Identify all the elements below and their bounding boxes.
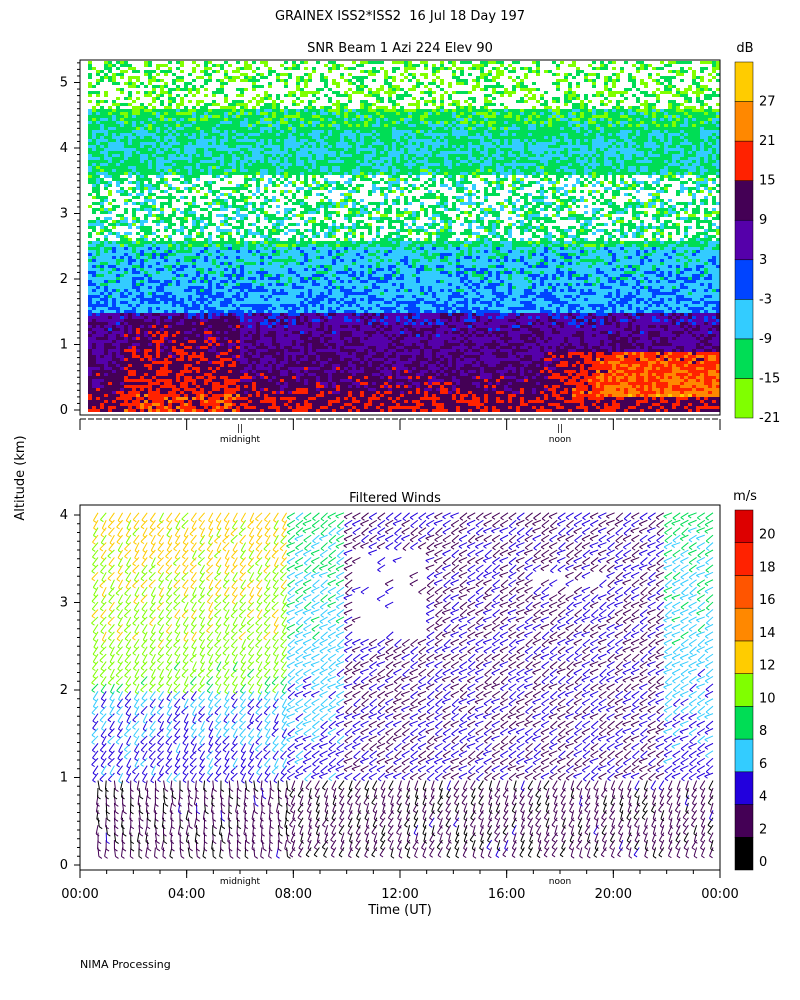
wind-x-axis: 00:00 04:00 08:00 12:00 16:00 20:00 00:00 midni… (61, 870, 739, 902)
snr-colorbar-tick: 21 (759, 134, 776, 149)
wind-x-tick-label: 12:00 (381, 887, 418, 902)
wind-panel-title: Filtered Winds (349, 491, 441, 506)
wind-marker-label: noon (549, 877, 571, 887)
wind-marker-label: midnight (220, 877, 261, 887)
footer-note: NIMA Processing (80, 958, 171, 971)
wind-colorbar-tick: 10 (759, 691, 776, 706)
wind-colorbar: 0 2 4 6 8 10 12 14 16 18 20 (734, 509, 776, 871)
wind-x-tick-label: 04:00 (168, 887, 205, 902)
snr-colorbar-tick: 3 (759, 253, 767, 268)
wind-y-tick-label: 1 (60, 771, 68, 786)
snr-colorbar-tick: -21 (759, 411, 780, 426)
wind-colorbar-tick: 18 (759, 560, 776, 575)
wind-x-tick-label: 00:00 (61, 887, 98, 902)
wind-colorbar-tick: 8 (759, 724, 767, 739)
snr-y-tick-label: 0 (60, 403, 68, 418)
wind-y-tick-label: 3 (60, 596, 68, 611)
snr-colorbar-tick: -15 (759, 371, 780, 386)
wind-colorbar-tick: 4 (759, 790, 767, 805)
snr-y-tick-label: 1 (60, 338, 68, 353)
wind-x-tick-label: 00:00 (701, 887, 738, 902)
wind-colorbar-tick: 6 (759, 757, 767, 772)
wind-x-tick-label: 08:00 (275, 887, 312, 902)
snr-y-axis: 0 1 2 3 4 5 (60, 62, 80, 418)
snr-heatmap (88, 61, 720, 412)
wind-y-tick-label: 4 (60, 508, 68, 523)
snr-colorbar-unit: dB (736, 41, 753, 56)
wind-x-tick-label: 20:00 (595, 887, 632, 902)
wind-y-tick-label: 2 (60, 683, 68, 698)
snr-colorbar: -21 -15 -9 -3 3 9 15 21 27 (734, 61, 780, 426)
snr-y-tick-label: 4 (60, 141, 68, 156)
wind-colorbar-tick: 20 (759, 528, 776, 543)
wind-colorbar-tick: 12 (759, 659, 776, 674)
x-axis-label: Time (UT) (367, 903, 432, 918)
snr-colorbar-tick: 9 (759, 213, 767, 228)
wind-colorbar-tick: 16 (759, 593, 776, 608)
wind-barbs (91, 512, 714, 859)
wind-y-tick-label: 0 (60, 858, 68, 873)
snr-panel-title: SNR Beam 1 Azi 224 Elev 90 (307, 41, 493, 56)
wind-y-axis: 0 1 2 3 4 (60, 508, 80, 873)
snr-colorbar-tick: -9 (759, 332, 772, 347)
main-title: GRAINEX ISS2*ISS2 16 Jul 18 Day 197 (275, 9, 525, 24)
snr-y-tick-label: 3 (60, 207, 68, 222)
snr-colorbar-tick: 27 (759, 95, 776, 110)
snr-plot-frame (79, 59, 721, 416)
wind-colorbar-tick: 0 (759, 855, 767, 870)
wind-x-tick-label: 16:00 (488, 887, 525, 902)
snr-y-tick-label: 2 (60, 272, 68, 287)
snr-colorbar-tick: -3 (759, 292, 772, 307)
snr-colorbar-tick: 15 (759, 174, 776, 189)
snr-time-strip: ||midnight||noon (79, 418, 721, 445)
snr-marker-label: midnight (220, 435, 261, 445)
wind-colorbar-tick: 14 (759, 626, 776, 641)
y-axis-label: Altitude (km) (13, 435, 28, 520)
snr-marker-label: noon (549, 435, 571, 445)
wind-colorbar-tick: 2 (759, 822, 767, 837)
wind-colorbar-unit: m/s (733, 489, 757, 504)
snr-y-tick-label: 5 (60, 76, 68, 91)
